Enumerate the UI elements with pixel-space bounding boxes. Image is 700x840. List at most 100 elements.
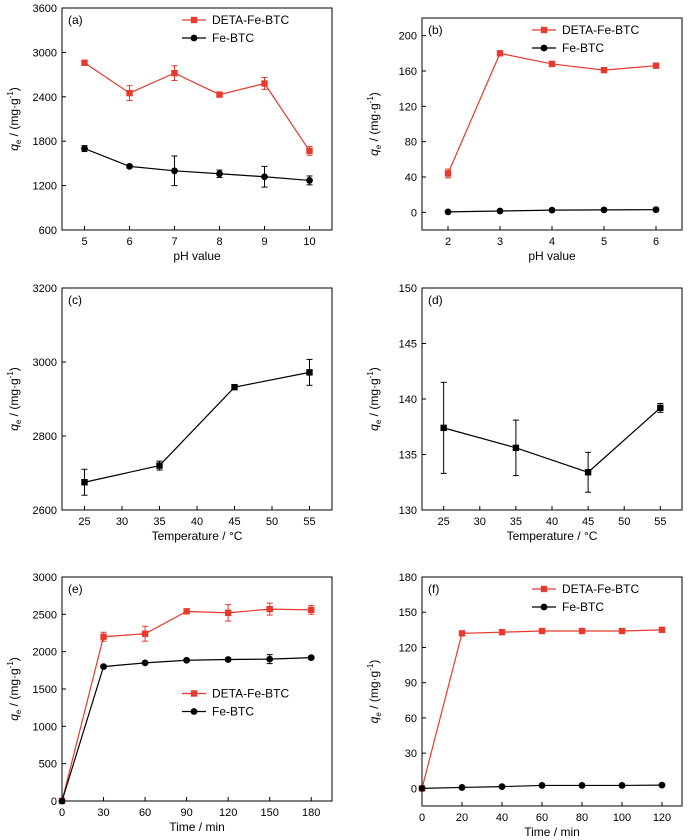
data-point <box>584 469 592 476</box>
x-tick-label: 25 <box>78 516 90 528</box>
legend-marker <box>190 708 198 715</box>
data-point <box>578 627 586 635</box>
y-tick-label: 60 <box>405 713 417 725</box>
x-tick-label: 120 <box>653 812 671 824</box>
data-point <box>266 605 273 613</box>
y-axis-title-subscript: e <box>14 139 23 144</box>
series-2 <box>444 206 660 216</box>
y-tick-label: 0 <box>51 796 57 808</box>
x-tick-label: 55 <box>654 516 666 528</box>
data-point <box>618 627 626 635</box>
x-tick-label: 30 <box>474 516 486 528</box>
data-point <box>496 50 504 57</box>
legend: DETA-Fe-BTC Fe-BTC <box>532 582 639 614</box>
x-axis-title: Temperature / °C <box>152 529 243 543</box>
plot-frame <box>61 7 333 231</box>
data-point <box>652 206 660 214</box>
data-point <box>444 170 452 177</box>
x-tick-label: 0 <box>419 812 425 824</box>
panel-label: (d) <box>428 293 443 307</box>
data-point <box>538 782 546 789</box>
series-line <box>421 629 663 789</box>
x-tick-label: 50 <box>266 516 278 528</box>
y-axis-title-unit: / (mg·g <box>367 378 381 419</box>
panel-label: (f) <box>428 582 439 596</box>
series-2 <box>81 145 313 188</box>
y-tick-label: 0 <box>411 207 417 219</box>
series-line <box>84 371 310 483</box>
x-tick-label: 100 <box>613 812 631 824</box>
y-axis-title: qe / (mg·g-1) <box>6 367 23 431</box>
y-axis-title-symbol: q <box>367 424 381 431</box>
y-tick-label: 140 <box>399 394 417 406</box>
data-point <box>58 797 66 805</box>
x-tick-label: 50 <box>618 516 630 528</box>
data-point <box>231 383 238 391</box>
series-line <box>61 657 312 802</box>
x-tick-label: 150 <box>261 807 279 819</box>
x-tick-label: 6 <box>126 236 132 248</box>
y-tick-label: 3000 <box>33 357 57 369</box>
data-point <box>81 145 88 153</box>
y-axis-title: qe / (mg·g-1) <box>366 367 383 431</box>
legend-label: Fe-BTC <box>212 704 254 718</box>
y-tick-label: 30 <box>405 748 417 760</box>
data-point <box>81 59 88 66</box>
legend-marker <box>540 44 548 52</box>
y-tick-label: 600 <box>39 225 57 237</box>
legend-label: DETA-Fe-BTC <box>212 13 289 27</box>
chart-panel-5: 0 30 60 90 120 150 180 0 500 1000 1500 2000 2500 3000… <box>6 572 333 834</box>
x-axis-title: pH value <box>173 249 221 263</box>
y-tick-label: 0 <box>411 783 417 795</box>
series-line <box>447 52 657 174</box>
y-axis-title-close: ) <box>7 657 21 661</box>
y-tick-label: 2000 <box>33 647 57 659</box>
legend-label: Fe-BTC <box>212 31 254 45</box>
y-tick-label: 80 <box>405 137 417 149</box>
legend-marker <box>540 603 548 611</box>
data-point <box>306 369 313 376</box>
y-axis-title-close: ) <box>367 660 381 664</box>
series-1 <box>58 602 315 805</box>
series-line <box>61 608 312 802</box>
x-tick-label: 4 <box>549 236 555 248</box>
data-point <box>548 206 556 214</box>
y-tick-label: 1800 <box>33 136 57 148</box>
y-tick-label: 3000 <box>33 47 57 59</box>
y-tick-label: 1500 <box>33 684 57 696</box>
x-tick-label: 10 <box>303 236 315 248</box>
data-point <box>618 782 626 789</box>
data-point <box>600 66 608 74</box>
series-1 <box>81 59 313 156</box>
data-point <box>496 207 504 215</box>
x-tick-label: 20 <box>456 812 468 824</box>
y-axis-title-superscript: -1 <box>6 371 15 379</box>
x-tick-label: 40 <box>496 812 508 824</box>
plot-frame <box>421 17 683 231</box>
panel-label: (a) <box>68 13 83 27</box>
data-point <box>126 162 133 170</box>
x-axis-title: pH value <box>528 249 576 263</box>
y-tick-label: 145 <box>399 339 417 351</box>
legend-marker <box>190 34 198 42</box>
data-point <box>100 663 107 670</box>
series-2 <box>418 781 666 792</box>
y-tick-label: 2600 <box>33 505 57 517</box>
data-point <box>440 424 447 432</box>
data-point <box>307 654 315 662</box>
y-axis-title: qe / (mg·g-1) <box>6 657 23 721</box>
y-tick-label: 2400 <box>33 92 57 104</box>
series-1 <box>418 626 666 792</box>
x-tick-label: 45 <box>582 516 594 528</box>
plot-frame <box>61 576 333 802</box>
plot-frame <box>61 287 333 511</box>
data-point <box>216 170 223 178</box>
legend-label: DETA-Fe-BTC <box>562 23 639 37</box>
y-tick-label: 1200 <box>33 181 57 193</box>
y-tick-label: 180 <box>399 572 417 584</box>
data-point <box>100 633 107 640</box>
x-axis-title: Time / min <box>524 825 580 839</box>
chart-panel-1: 5 6 7 8 9 10 600 1200 1800 2400 3000 3600 (a) pH valu… <box>6 3 333 263</box>
y-axis-title-unit: / (mg·g <box>367 671 381 712</box>
